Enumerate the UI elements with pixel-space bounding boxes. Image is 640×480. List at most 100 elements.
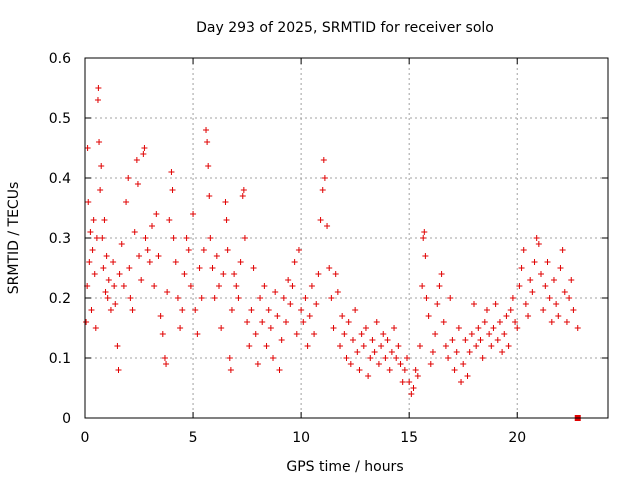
data-point: [169, 187, 176, 193]
data-point: [220, 271, 227, 277]
data-point: [455, 325, 462, 331]
data-point: [360, 343, 367, 349]
data-point: [306, 313, 313, 319]
data-point: [466, 349, 473, 355]
data-point: [321, 175, 328, 181]
data-point: [420, 235, 427, 241]
data-point: [416, 343, 423, 349]
data-point: [445, 355, 452, 361]
data-point: [98, 163, 105, 169]
data-point: [112, 301, 119, 307]
data-point: [535, 241, 542, 247]
data-point: [514, 325, 521, 331]
data-point: [550, 277, 557, 283]
data-point: [300, 319, 307, 325]
x-tick-label: 20: [508, 430, 526, 446]
data-point: [308, 283, 315, 289]
data-point: [192, 307, 199, 313]
data-point: [164, 289, 171, 295]
data-point: [313, 301, 320, 307]
data-point: [378, 343, 385, 349]
data-point: [144, 247, 151, 253]
data-point: [453, 349, 460, 355]
data-point: [419, 283, 426, 289]
data-point: [263, 343, 270, 349]
data-point: [386, 367, 393, 373]
data-point: [319, 187, 326, 193]
data-point: [352, 307, 359, 313]
data-point: [285, 277, 292, 283]
data-point: [468, 331, 475, 337]
data-point: [503, 313, 510, 319]
data-point: [501, 331, 508, 337]
data-point: [529, 289, 536, 295]
data-point: [196, 265, 203, 271]
data-point: [120, 283, 127, 289]
data-point: [298, 307, 305, 313]
data-point: [276, 367, 283, 373]
data-point: [123, 199, 130, 205]
data-point: [115, 367, 122, 373]
data-point: [373, 319, 380, 325]
data-point: [464, 373, 471, 379]
data-point: [451, 367, 458, 373]
data-point: [304, 343, 311, 349]
data-point: [190, 211, 197, 217]
data-point: [222, 199, 229, 205]
data-point: [399, 379, 406, 385]
data-point: [442, 343, 449, 349]
data-point: [358, 331, 365, 337]
data-point: [140, 151, 147, 157]
data-point: [159, 331, 166, 337]
data-point: [151, 283, 158, 289]
y-tick-label: 0: [62, 411, 71, 427]
data-point: [432, 331, 439, 337]
data-point: [436, 283, 443, 289]
data-point: [423, 295, 430, 301]
data-point: [168, 169, 175, 175]
data-point: [163, 361, 170, 367]
data-point: [311, 331, 318, 337]
data-point: [250, 265, 257, 271]
data-point: [246, 343, 253, 349]
data-point: [354, 349, 361, 355]
data-point: [183, 235, 190, 241]
data-point: [434, 301, 441, 307]
data-point: [512, 319, 519, 325]
data-point: [384, 337, 391, 343]
data-point: [479, 355, 486, 361]
data-point: [486, 331, 493, 337]
data-point: [410, 385, 417, 391]
data-point: [89, 247, 96, 253]
data-point: [460, 361, 467, 367]
data-point: [566, 295, 573, 301]
data-point: [293, 331, 300, 337]
data-point: [499, 349, 506, 355]
data-point: [397, 361, 404, 367]
data-point: [223, 217, 230, 223]
data-point: [362, 325, 369, 331]
data-point: [369, 337, 376, 343]
y-tick-label: 0.1: [49, 351, 71, 367]
data-point: [261, 283, 268, 289]
chart-title: Day 293 of 2025, SRMTID for receiver sol…: [196, 20, 494, 36]
y-tick-label: 0.4: [49, 171, 71, 187]
data-point: [185, 247, 192, 253]
y-tick-label: 0.2: [49, 291, 71, 307]
data-point: [494, 337, 501, 343]
data-point: [425, 313, 432, 319]
data-point: [375, 361, 382, 367]
data-point: [204, 139, 211, 145]
data-point: [133, 157, 140, 163]
data-point: [206, 193, 213, 199]
data-point: [205, 163, 212, 169]
data-point: [114, 343, 121, 349]
data-point: [542, 283, 549, 289]
data-point: [427, 361, 434, 367]
data-point: [200, 247, 207, 253]
data-point: [462, 337, 469, 343]
data-point: [248, 307, 255, 313]
data-point: [391, 325, 398, 331]
data-point: [393, 355, 400, 361]
data-point: [157, 313, 164, 319]
